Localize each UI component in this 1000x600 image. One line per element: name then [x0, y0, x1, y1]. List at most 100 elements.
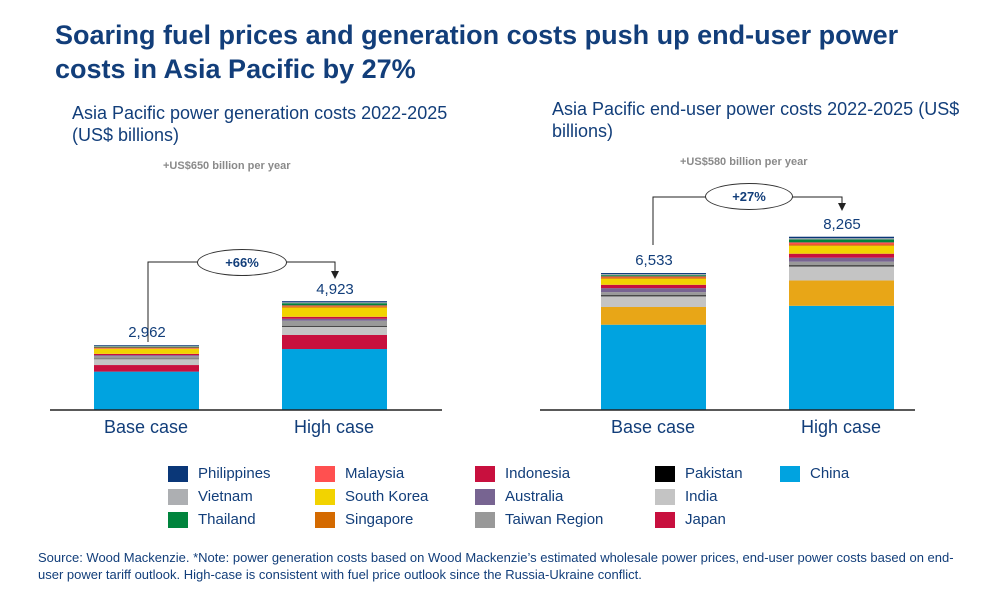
- legend-label: Japan: [685, 511, 726, 528]
- legend-item-vietnam: Vietnam: [168, 488, 253, 505]
- legend-swatch: [168, 465, 188, 482]
- legend-label: Pakistan: [685, 465, 743, 482]
- legend-item-china: China: [780, 465, 849, 482]
- bar-segment-generation-high-case-taiwan-region: [282, 320, 387, 326]
- annotation-generation: +US$650 billion per year: [163, 160, 291, 172]
- legend-swatch: [475, 511, 495, 528]
- bar-segment-end-user-base-case-china: [601, 324, 706, 410]
- legend-swatch: [168, 488, 188, 505]
- bar-segment-end-user-base-case-india: [601, 296, 706, 308]
- legend-item-pakistan: Pakistan: [655, 465, 743, 482]
- legend-label: Taiwan Region: [505, 511, 604, 528]
- bar-segment-generation-high-case-pakistan: [282, 325, 387, 327]
- bar-segment-end-user-high-case-indonesia: [789, 253, 894, 258]
- bar-segment-end-user-high-case-india: [789, 266, 894, 281]
- chart-title-end-user: Asia Pacific end-user power costs 2022-2…: [552, 99, 960, 141]
- bar-segment-end-user-high-case-china: [789, 305, 894, 410]
- change-badge-generation: +66%: [197, 249, 287, 276]
- legend-item-india: India: [655, 488, 718, 505]
- legend-label: Vietnam: [198, 488, 253, 505]
- legend-label: Australia: [505, 488, 564, 505]
- legend-swatch: [168, 511, 188, 528]
- bar-segment-end-user-base-case-australia: [601, 288, 706, 293]
- bar-segment-end-user-base-case-japan: [601, 307, 706, 325]
- category-label-end-user-high: High case: [800, 417, 882, 437]
- legend: Philippines Malaysia Indonesia Pakistan Chin…: [168, 465, 888, 535]
- category-label-end-user-base: Base case: [610, 417, 696, 437]
- bar-segment-end-user-base-case-vietnam: [601, 274, 706, 276]
- total-label-generation-high: 4,923: [316, 281, 354, 298]
- category-label-generation-high: High case: [293, 417, 375, 437]
- change-badge-end-user: +27%: [705, 183, 793, 210]
- legend-label: Indonesia: [505, 465, 571, 482]
- bar-segment-generation-high-case-australia: [282, 318, 387, 321]
- bar-segment-end-user-high-case-thailand: [789, 239, 894, 243]
- legend-label: Malaysia: [345, 465, 405, 482]
- bar-segment-generation-base-case-japan: [94, 365, 199, 372]
- legend-item-taiwan-region: Taiwan Region: [475, 511, 603, 528]
- bar-segment-end-user-base-case-thailand: [601, 275, 706, 277]
- bar-segment-end-user-high-case-singapore: [789, 244, 894, 246]
- bar-segment-generation-base-case-philippines: [94, 345, 199, 346]
- bar-segment-end-user-base-case-taiwan-region: [601, 292, 706, 296]
- bar-segment-end-user-high-case-malaysia: [789, 242, 894, 245]
- source-note: Source: Wood Mackenzie. *Note: power gen…: [38, 550, 954, 582]
- bar-segment-generation-base-case-south-korea: [94, 348, 199, 354]
- bar-segment-generation-high-case-singapore: [282, 306, 387, 308]
- bar-segment-end-user-high-case-taiwan-region: [789, 261, 894, 266]
- legend-swatch: [655, 465, 675, 482]
- legend-item-malaysia: Malaysia: [315, 465, 404, 482]
- bar-segment-generation-high-case-china: [282, 349, 387, 410]
- bar-segment-generation-high-case-philippines: [282, 301, 387, 303]
- arrowhead-end-user: [838, 203, 846, 211]
- bar-segment-generation-base-case-indonesia: [94, 353, 199, 356]
- legend-item-indonesia: Indonesia: [475, 465, 570, 482]
- legend-label: Philippines: [198, 465, 271, 482]
- legend-swatch: [475, 488, 495, 505]
- bar-segment-generation-high-case-japan: [282, 335, 387, 350]
- bar-segment-end-user-high-case-japan: [789, 280, 894, 306]
- bar-segment-generation-high-case-vietnam: [282, 302, 387, 304]
- legend-swatch: [315, 511, 335, 528]
- legend-item-philippines: Philippines: [168, 465, 271, 482]
- legend-label: India: [685, 488, 718, 505]
- total-label-generation-base: 2,962: [128, 324, 166, 341]
- bar-segment-generation-base-case-india: [94, 359, 199, 366]
- bar-segment-generation-base-case-vietnam: [94, 345, 199, 347]
- bar-segment-generation-high-case-indonesia: [282, 316, 387, 319]
- legend-label: South Korea: [345, 488, 429, 505]
- legend-swatch: [475, 465, 495, 482]
- chart-title-generation: Asia Pacific power generation costs 2022…: [72, 103, 448, 145]
- bar-segment-end-user-high-case-philippines: [789, 236, 894, 239]
- arrowhead-generation: [331, 271, 339, 279]
- bar-segment-generation-base-case-taiwan-region: [94, 356, 199, 359]
- bar-segment-end-user-high-case-australia: [789, 257, 894, 262]
- bar-segment-generation-high-case-south-korea: [282, 307, 387, 317]
- bar-segment-end-user-base-case-malaysia: [601, 276, 706, 278]
- bar-segment-generation-base-case-malaysia: [94, 347, 199, 349]
- annotation-end-user: +US$580 billion per year: [680, 156, 808, 168]
- legend-label: Thailand: [198, 511, 256, 528]
- legend-item-singapore: Singapore: [315, 511, 413, 528]
- legend-swatch: [655, 488, 675, 505]
- bar-segment-generation-high-case-india: [282, 326, 387, 335]
- total-label-end-user-high: 8,265: [823, 216, 861, 233]
- bar-segment-end-user-base-case-singapore: [601, 277, 706, 279]
- bar-segment-end-user-base-case-pakistan: [601, 295, 706, 297]
- legend-swatch: [780, 465, 800, 482]
- bar-segment-end-user-high-case-south-korea: [789, 245, 894, 254]
- legend-item-south-korea: South Korea: [315, 488, 428, 505]
- legend-item-thailand: Thailand: [168, 511, 256, 528]
- legend-item-japan: Japan: [655, 511, 726, 528]
- bar-segment-end-user-base-case-philippines: [601, 273, 706, 275]
- bar-segment-generation-base-case-china: [94, 371, 199, 410]
- bar-segment-end-user-base-case-south-korea: [601, 278, 706, 285]
- bar-segment-generation-base-case-thailand: [94, 346, 199, 348]
- bar-segment-end-user-base-case-indonesia: [601, 284, 706, 289]
- legend-item-australia: Australia: [475, 488, 563, 505]
- legend-label: Singapore: [345, 511, 414, 528]
- bar-segment-generation-base-case-australia: [94, 355, 199, 357]
- bar-segment-end-user-high-case-pakistan: [789, 265, 894, 267]
